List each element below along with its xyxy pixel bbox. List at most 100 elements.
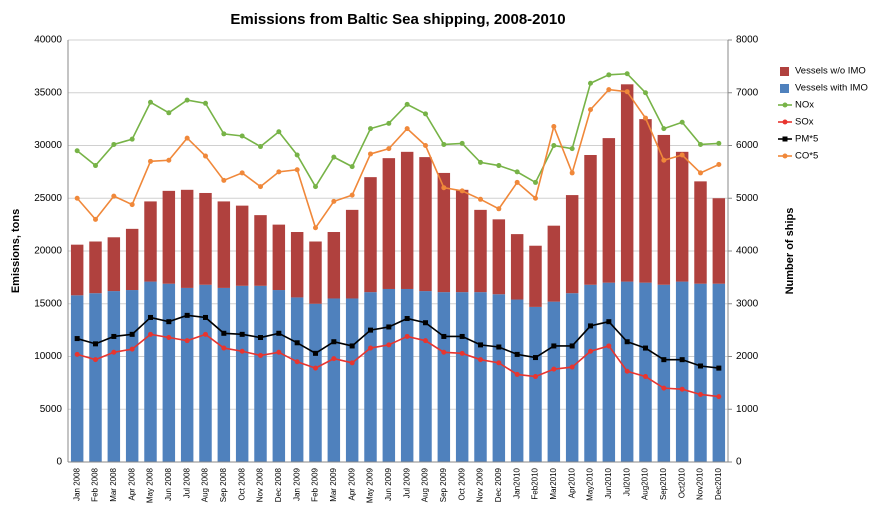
line-series xyxy=(76,72,719,189)
point xyxy=(606,87,612,93)
point xyxy=(459,333,465,339)
point xyxy=(74,351,80,357)
legend-swatch xyxy=(780,67,789,76)
legend-swatch xyxy=(780,84,789,93)
bar xyxy=(125,290,139,462)
bar xyxy=(584,284,597,462)
point xyxy=(588,80,593,86)
bar xyxy=(107,237,121,292)
bar xyxy=(474,292,487,462)
bar xyxy=(620,84,634,282)
x-tick-label: Sep2010 xyxy=(659,467,668,500)
point xyxy=(441,333,447,339)
bar xyxy=(474,209,487,293)
point xyxy=(496,360,502,366)
point xyxy=(148,99,153,105)
bar xyxy=(455,292,469,462)
point xyxy=(698,141,703,147)
point xyxy=(74,336,80,342)
point xyxy=(74,195,80,201)
bar xyxy=(89,293,102,462)
bar xyxy=(602,282,616,462)
bar xyxy=(639,119,652,283)
point xyxy=(276,129,282,135)
bar xyxy=(712,198,726,284)
bar xyxy=(712,283,726,462)
y-tick-label: 40000 xyxy=(34,35,62,46)
point xyxy=(404,316,410,322)
chart-title: Emissions from Baltic Sea shipping, 2008… xyxy=(230,11,565,28)
point xyxy=(368,327,373,333)
bar xyxy=(290,297,304,462)
point xyxy=(533,179,538,185)
point xyxy=(331,356,337,362)
bar xyxy=(400,151,414,289)
point xyxy=(386,120,392,126)
x-tick-label: Dec 2009 xyxy=(494,467,503,502)
y-tick-label: 10000 xyxy=(34,351,62,362)
point xyxy=(368,151,373,157)
x-tick-label: Mar2010 xyxy=(549,467,558,499)
point xyxy=(423,338,428,344)
x-tick-label: Sep 2009 xyxy=(439,467,448,502)
x-tick-label: Jul2010 xyxy=(622,467,631,496)
point xyxy=(643,90,648,96)
point xyxy=(496,344,502,350)
point xyxy=(258,184,263,190)
x-tick-label: Aug2010 xyxy=(641,467,650,500)
bar xyxy=(162,283,176,462)
legend-label: Vessels w/o IMO xyxy=(795,66,866,77)
bar xyxy=(529,245,542,307)
x-tick-label: Aug 2008 xyxy=(201,467,210,502)
bar xyxy=(547,301,561,462)
point xyxy=(221,345,227,351)
bar xyxy=(235,205,249,286)
line-series xyxy=(76,88,720,230)
x-tick-label: Jul 2008 xyxy=(182,467,191,498)
point xyxy=(221,131,227,137)
point xyxy=(129,136,135,142)
bar xyxy=(217,201,231,288)
legend-marker xyxy=(782,119,788,125)
point xyxy=(166,335,172,341)
x-tick-label: May 2008 xyxy=(146,467,155,503)
point xyxy=(258,352,263,358)
point xyxy=(349,343,355,349)
point xyxy=(203,314,208,320)
point xyxy=(111,349,117,355)
x-tick-label: Aug 2009 xyxy=(421,467,430,502)
point xyxy=(679,386,685,392)
bar xyxy=(70,295,84,462)
point xyxy=(551,366,557,372)
point xyxy=(294,167,300,173)
point xyxy=(478,196,483,202)
bar xyxy=(547,225,561,302)
point xyxy=(184,97,190,103)
point xyxy=(551,124,557,130)
point xyxy=(294,152,300,158)
point xyxy=(441,349,447,355)
point xyxy=(368,345,373,351)
point xyxy=(258,335,263,341)
x-tick-label: Jun 2008 xyxy=(164,467,173,500)
point xyxy=(478,159,483,165)
y2-tick-label: 6000 xyxy=(736,140,759,151)
point xyxy=(643,345,648,351)
legend-label: SOx xyxy=(795,117,814,128)
bar xyxy=(327,232,341,299)
point xyxy=(533,195,538,201)
legend-marker xyxy=(782,136,788,142)
point xyxy=(514,169,520,175)
bar xyxy=(272,224,286,291)
point xyxy=(698,363,703,369)
bar xyxy=(144,201,157,282)
point xyxy=(276,349,282,355)
bar xyxy=(235,285,249,462)
x-tick-label: Dec 2008 xyxy=(274,467,283,502)
bar xyxy=(162,190,176,284)
point xyxy=(588,348,593,354)
x-tick-label: Nov2010 xyxy=(696,467,705,500)
point xyxy=(459,140,465,146)
x-tick-label: Feb 2008 xyxy=(91,467,100,501)
